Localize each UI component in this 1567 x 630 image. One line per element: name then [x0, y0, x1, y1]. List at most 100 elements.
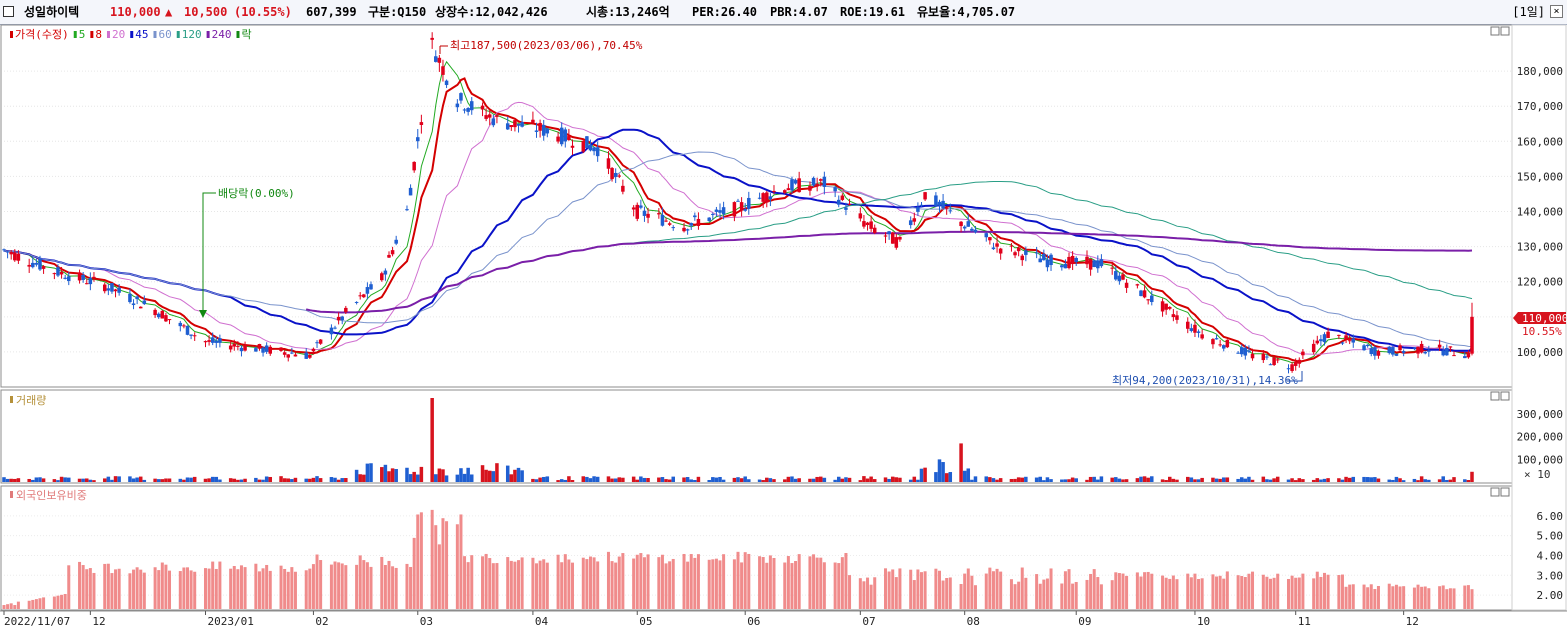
volume-bar	[1337, 478, 1341, 482]
volume-bar	[736, 477, 740, 482]
x-tick-label: 07	[862, 615, 875, 628]
volume-bar	[1016, 477, 1021, 482]
foreign-bar	[1294, 577, 1298, 609]
volume-bar	[106, 476, 111, 482]
foreign-bar	[1020, 567, 1024, 609]
candle-body	[898, 236, 902, 240]
foreign-bar	[696, 554, 700, 609]
foreign-bar	[340, 563, 344, 609]
volume-bar	[182, 479, 186, 482]
candle-body	[135, 296, 139, 300]
volume-bar	[228, 478, 233, 482]
foreign-bar	[1225, 571, 1229, 609]
candle-body	[1322, 334, 1327, 343]
period-selector[interactable]: [1일]	[1512, 5, 1545, 19]
close-icon[interactable]: ×	[1550, 5, 1563, 18]
candle-body	[387, 254, 391, 258]
candle-body	[613, 172, 618, 177]
candle-body	[480, 105, 485, 110]
foreign-bar	[614, 562, 618, 609]
candle-body	[77, 272, 82, 281]
candle-body	[966, 221, 971, 227]
candle-body	[1301, 351, 1305, 356]
foreign-bar	[517, 560, 521, 609]
candle-body	[988, 237, 992, 241]
volume-bar	[128, 476, 132, 482]
volume-bar	[894, 477, 899, 482]
candle-body	[783, 190, 787, 193]
foreign-bar	[481, 556, 485, 609]
volume-bar	[110, 479, 114, 482]
candle-body	[1290, 364, 1294, 371]
candle-body	[1445, 347, 1449, 356]
foreign-bar	[646, 554, 650, 609]
volume-bar	[919, 468, 924, 482]
foreign-legend-marker	[10, 491, 13, 498]
panel-buttons[interactable]	[1490, 26, 1510, 497]
foreign-bar	[1366, 587, 1370, 609]
foreign-bar	[1164, 577, 1168, 609]
candle-body	[441, 66, 445, 75]
volume-bar	[1146, 477, 1150, 482]
select-checkbox[interactable]	[3, 6, 14, 17]
foreign-bar	[491, 563, 495, 609]
foreign-bar	[333, 561, 337, 609]
foreign-bar	[1391, 586, 1395, 609]
candle-body	[282, 352, 287, 355]
candle-body	[1193, 324, 1197, 333]
candle-body	[790, 179, 794, 191]
volume-bar	[815, 476, 819, 482]
volume-bar	[833, 479, 837, 482]
foreign-bar	[405, 563, 409, 609]
candle-body	[1214, 338, 1219, 340]
foreign-bar	[1301, 573, 1305, 609]
foreign-tick-label: 4.00	[1537, 549, 1564, 562]
volume-bar	[1186, 476, 1190, 482]
candle-body	[34, 262, 39, 265]
volume-bar	[1261, 476, 1266, 482]
candle-body	[92, 276, 96, 278]
volume-bar	[394, 469, 398, 482]
volume-bar	[354, 469, 359, 482]
volume-bar	[178, 478, 183, 482]
legend-label: 가격(수정)	[15, 28, 69, 41]
foreign-bar	[1074, 581, 1078, 609]
foreign-bar	[207, 568, 211, 609]
volume-bar	[1221, 477, 1226, 482]
foreign-bar	[1161, 575, 1165, 609]
foreign-bar	[970, 575, 974, 609]
volume-bar	[318, 478, 323, 482]
volume-bar	[1344, 476, 1348, 482]
foreign-bar	[815, 557, 819, 609]
foreign-bar	[1286, 578, 1291, 609]
foreign-bar	[790, 563, 794, 609]
volume-bar	[243, 478, 247, 482]
volume-bar	[973, 476, 978, 482]
candle-body	[534, 130, 539, 132]
candle-body	[1045, 259, 1050, 268]
candle-body	[747, 197, 751, 209]
foreign-bar	[999, 571, 1003, 609]
foreign-bar	[383, 565, 387, 609]
candle-body	[588, 144, 593, 151]
candle-body	[1423, 351, 1427, 354]
foreign-bar	[560, 562, 564, 609]
volume-bar	[1142, 476, 1147, 482]
stock-chart: 100,000 110,000 120,000 130,000 140,000 150,0…	[0, 24, 1567, 628]
foreign-bar	[689, 554, 693, 609]
foreign-bar	[657, 557, 661, 609]
candle-body	[984, 233, 989, 238]
volume-bar	[865, 478, 870, 482]
volume-bar	[430, 398, 434, 482]
foreign-bar	[6, 604, 10, 609]
volume-bar	[534, 479, 539, 482]
candle-body	[1221, 345, 1226, 349]
candle-body	[31, 262, 35, 268]
volume-bar	[822, 477, 827, 482]
volume-bar	[1301, 479, 1305, 482]
foreign-bar	[819, 557, 823, 609]
price-tick-label: 150,000	[1517, 170, 1563, 183]
candle-body	[836, 199, 841, 205]
volume-bar	[333, 477, 337, 482]
foreign-bar	[617, 556, 621, 609]
